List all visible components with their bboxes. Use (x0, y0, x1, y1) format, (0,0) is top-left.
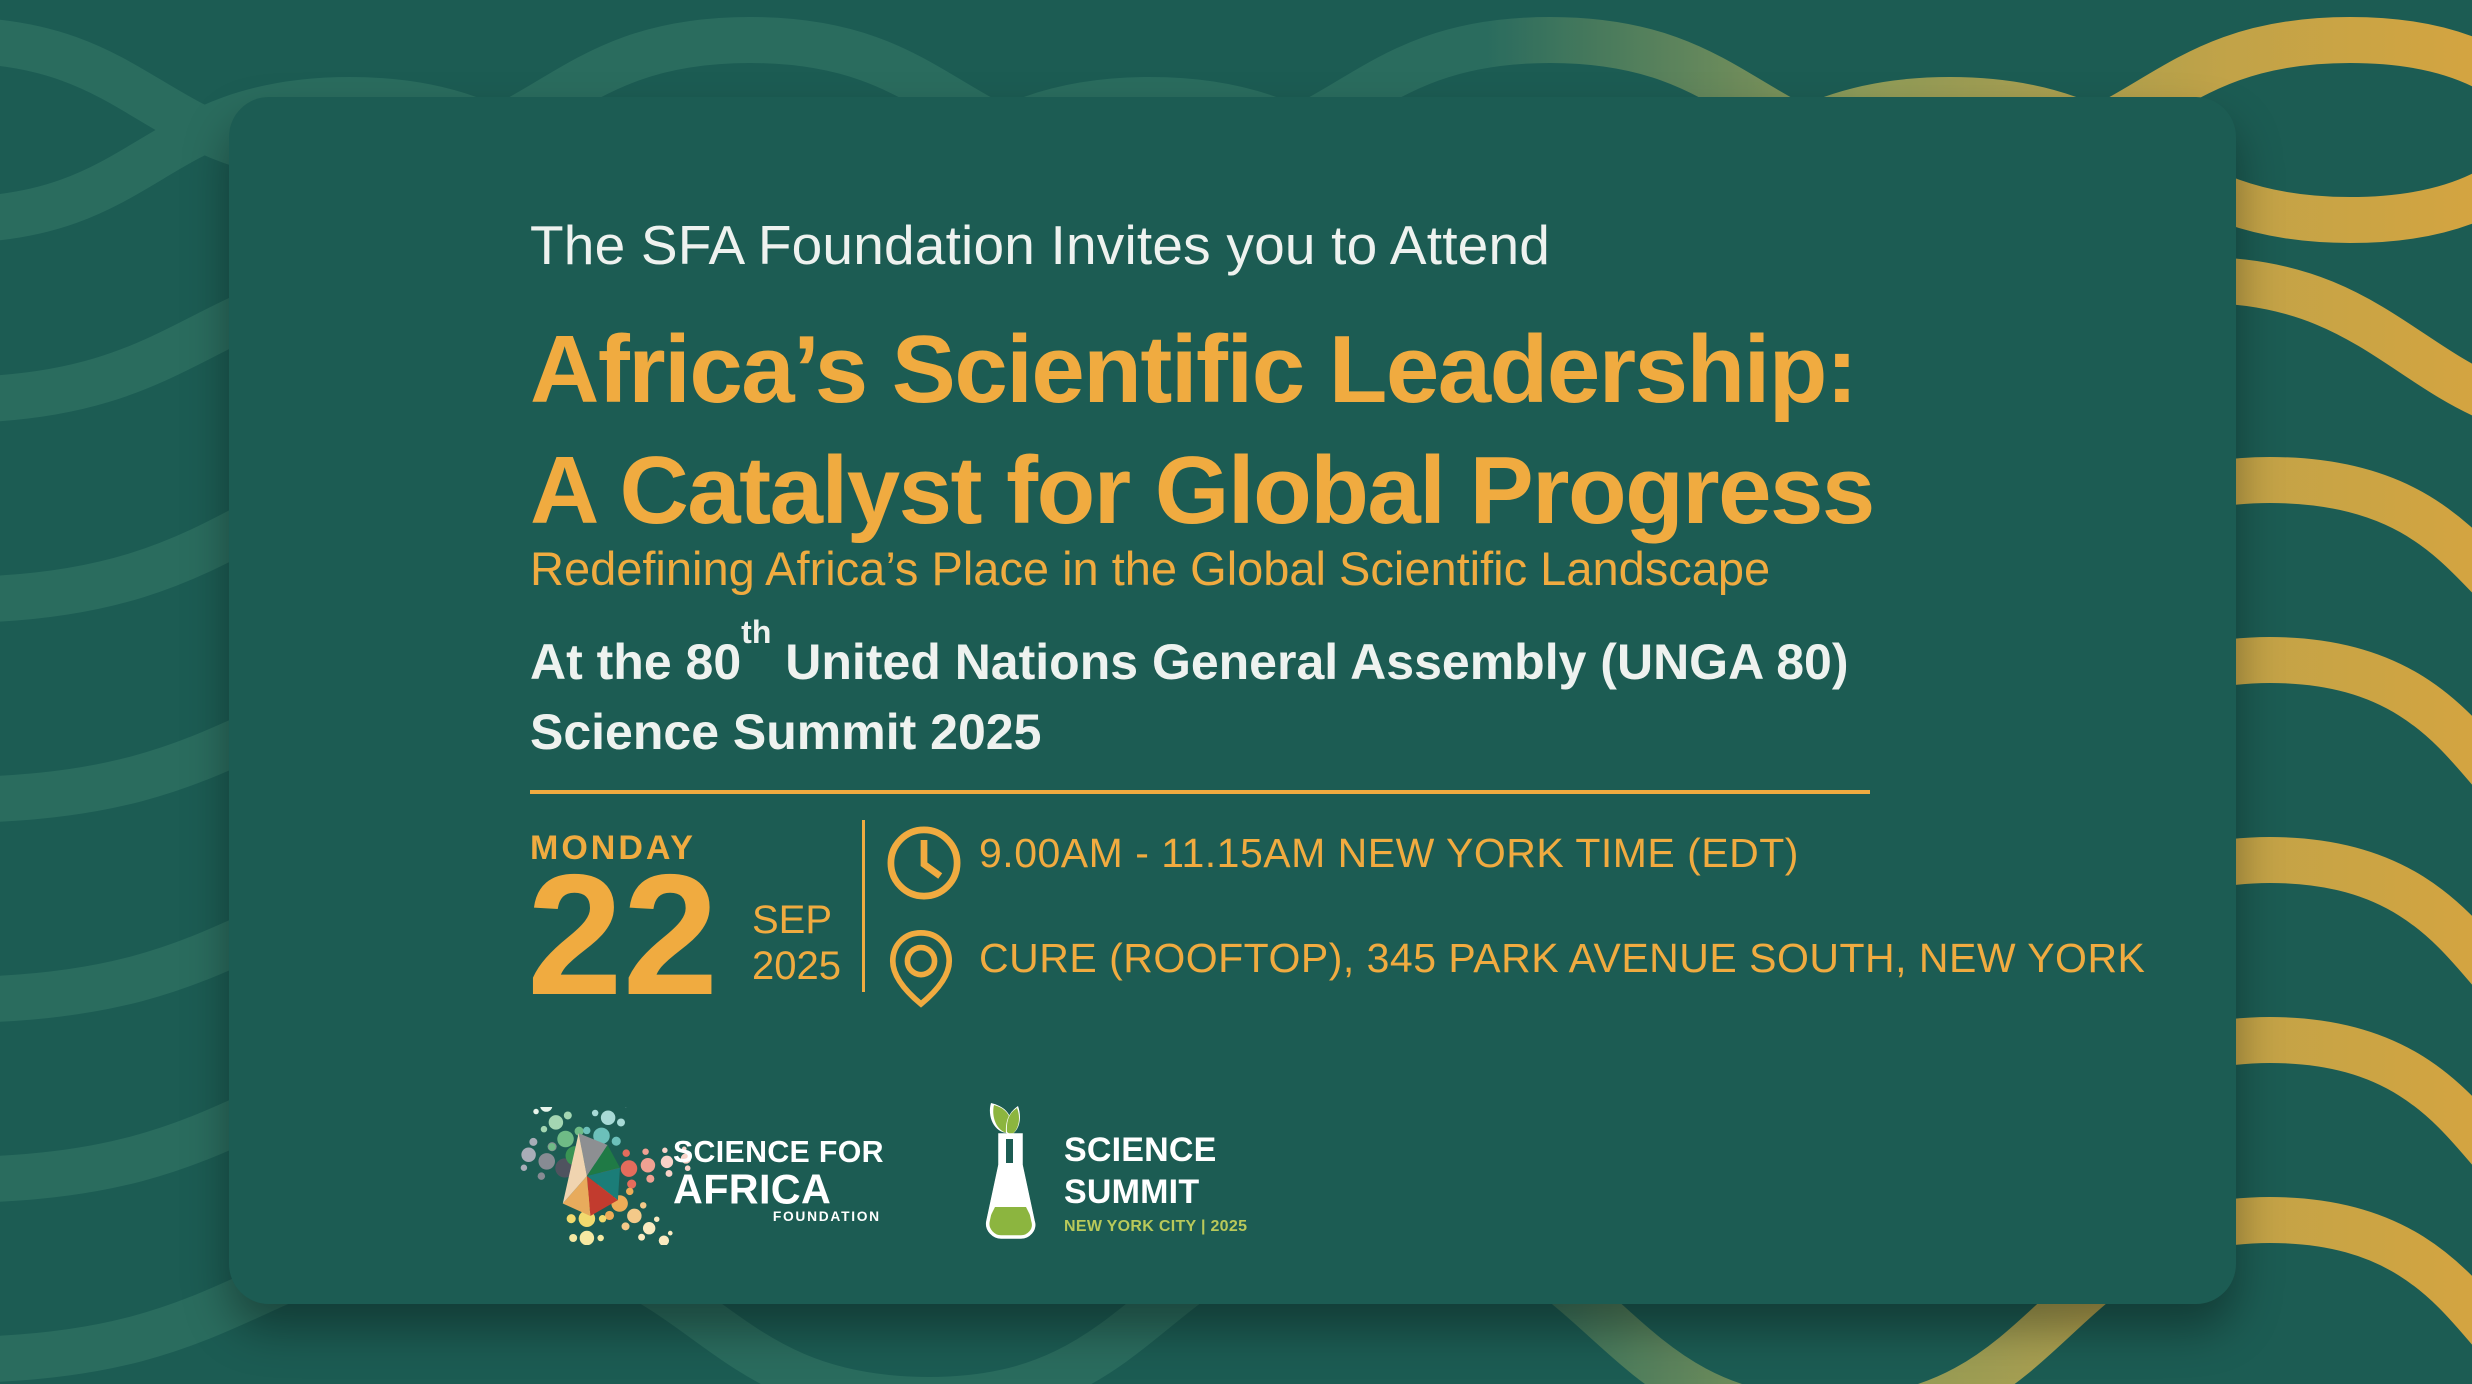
svg-text:SCIENCE: SCIENCE (1064, 1131, 1217, 1169)
svg-text:NEW YORK CITY | 2025: NEW YORK CITY | 2025 (1064, 1218, 1247, 1235)
svg-text:SUMMIT: SUMMIT (1064, 1173, 1199, 1211)
svg-text:FOUNDATION: FOUNDATION (773, 1209, 881, 1224)
svg-text:SCIENCE FOR: SCIENCE FOR (673, 1136, 884, 1169)
svg-text:AFRICA: AFRICA (673, 1167, 831, 1213)
